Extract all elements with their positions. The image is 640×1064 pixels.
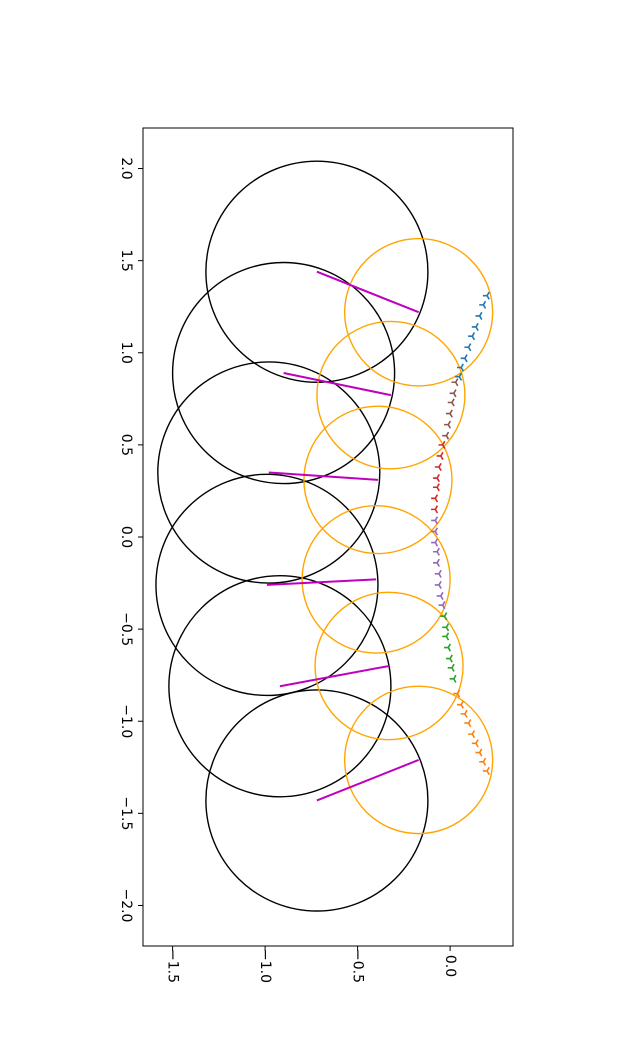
y-tick-label-4: 0.0 bbox=[118, 526, 134, 548]
marker-s2-p0 bbox=[438, 440, 446, 449]
marker-s5-p2 bbox=[460, 709, 468, 718]
marker-s0-p8 bbox=[455, 372, 463, 381]
x-tick-label-0: −1.5 bbox=[165, 949, 181, 983]
marker-s5-p5 bbox=[471, 739, 479, 748]
marker-s5-p7 bbox=[479, 757, 487, 766]
black-circle-1 bbox=[171, 261, 396, 485]
marker-s4-p4 bbox=[445, 654, 453, 663]
magenta-segment-0 bbox=[316, 270, 420, 314]
magenta-segment-4 bbox=[279, 664, 390, 688]
marker-s3-p2 bbox=[431, 538, 439, 547]
magenta-segment-5 bbox=[316, 758, 420, 802]
marker-s0-p3 bbox=[471, 322, 479, 332]
black-circle-3 bbox=[155, 473, 379, 697]
marker-s4-p1 bbox=[442, 623, 450, 632]
axis-ticks: −1.5 −1.0 −0.5 0.0 −2.0 −1.5 −1.0 −0.5 0.0 0.5 1.0… bbox=[118, 157, 458, 983]
marker-s5-p6 bbox=[475, 748, 483, 757]
marker-s3-p1 bbox=[431, 527, 439, 536]
marker-s4-p6 bbox=[449, 674, 457, 683]
y-tick-label-1: −1.5 bbox=[118, 796, 134, 830]
marker-s1-p1 bbox=[449, 389, 457, 398]
marker-s0-p1 bbox=[479, 300, 487, 309]
y-tick-label-0: −2.0 bbox=[118, 888, 134, 922]
marker-s4-p2 bbox=[442, 632, 450, 641]
marker-s0-p7 bbox=[457, 363, 464, 372]
black-circle-0 bbox=[205, 160, 429, 383]
marker-s4-p0 bbox=[440, 612, 448, 621]
y-tick-label-3: −0.5 bbox=[118, 612, 134, 646]
orange-circle-3 bbox=[301, 504, 451, 654]
black-circle-2 bbox=[157, 361, 381, 584]
markers-layer bbox=[431, 291, 490, 776]
marker-s3-p6 bbox=[434, 580, 442, 589]
marker-s2-p5 bbox=[431, 494, 439, 503]
marker-s1-p2 bbox=[447, 398, 455, 407]
y-tick-label-6: 1.0 bbox=[118, 342, 134, 364]
orange-circle-1 bbox=[316, 320, 466, 470]
marker-s2-p1 bbox=[436, 451, 444, 460]
marker-s3-p3 bbox=[432, 547, 440, 556]
black-circle-5 bbox=[205, 689, 429, 912]
marker-s5-p8 bbox=[482, 766, 490, 776]
orange-circle-0 bbox=[343, 237, 494, 387]
y-tick-label-5: 0.5 bbox=[118, 434, 134, 456]
marker-s3-p0 bbox=[431, 516, 439, 525]
marker-s1-p0 bbox=[451, 378, 459, 387]
y-tick-label-8: 2.0 bbox=[118, 157, 134, 179]
circles-layer bbox=[155, 160, 494, 912]
magenta-segment-1 bbox=[283, 372, 392, 397]
orange-circle-5 bbox=[343, 685, 494, 835]
marker-s2-p4 bbox=[432, 483, 440, 492]
marker-s0-p4 bbox=[468, 332, 476, 341]
marker-s5-p0 bbox=[453, 689, 461, 698]
marker-s2-p3 bbox=[432, 473, 440, 483]
x-tick-label-3: 0.0 bbox=[442, 955, 458, 977]
orange-circle-2 bbox=[303, 405, 453, 555]
marker-s4-p5 bbox=[447, 663, 455, 672]
marker-s1-p5 bbox=[442, 431, 450, 440]
marker-s5-p1 bbox=[457, 700, 464, 709]
y-tick-label-2: −1.0 bbox=[118, 704, 134, 738]
marker-s3-p4 bbox=[432, 558, 440, 567]
marker-s0-p2 bbox=[475, 311, 483, 320]
marker-s3-p7 bbox=[436, 591, 444, 601]
marker-s1-p3 bbox=[445, 409, 453, 418]
marker-s0-p0 bbox=[482, 291, 490, 300]
marker-s1-p4 bbox=[444, 420, 452, 429]
magenta-segment-3 bbox=[266, 578, 377, 586]
magenta-segment-2 bbox=[268, 471, 379, 481]
marker-s3-p5 bbox=[434, 569, 442, 578]
marker-s3-p8 bbox=[438, 601, 446, 610]
segments-layer bbox=[266, 270, 420, 802]
marker-s2-p2 bbox=[434, 462, 442, 472]
marker-s5-p3 bbox=[464, 719, 472, 728]
marker-s0-p6 bbox=[460, 354, 468, 363]
x-tick-label-2: −0.5 bbox=[350, 949, 366, 983]
marker-s2-p6 bbox=[431, 505, 439, 514]
black-circle-4 bbox=[168, 574, 392, 798]
marker-s0-p5 bbox=[464, 343, 472, 352]
marker-s4-p3 bbox=[444, 643, 452, 652]
orange-circle-4 bbox=[314, 591, 464, 741]
marker-s5-p4 bbox=[468, 730, 476, 739]
x-tick-label-1: −1.0 bbox=[257, 949, 273, 983]
y-tick-label-7: 1.5 bbox=[118, 250, 134, 272]
